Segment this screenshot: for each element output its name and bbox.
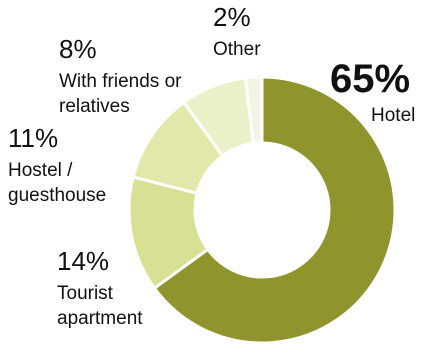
slice-hotel	[152, 75, 397, 345]
category-label-line: Tourist	[57, 283, 113, 304]
category-label-line: Hotel	[371, 105, 416, 126]
category-label-line: With friends or	[59, 71, 182, 92]
category-label-line: Hostel /	[8, 160, 73, 181]
value-label-with-friends-or-relatives: 8%	[59, 34, 97, 64]
category-label-line: guesthouse	[8, 185, 107, 206]
value-label-tourist-apartment: 14%	[57, 246, 110, 276]
category-label-with-friends-or-relatives: With friends or relatives	[59, 69, 181, 119]
category-label-tourist-apartment: Tourist apartment	[57, 281, 143, 331]
category-label-hostel-guesthouse: Hostel / guesthouse	[8, 158, 106, 208]
category-label-line: relatives	[59, 96, 130, 117]
value-label-hotel: 65%	[330, 57, 411, 101]
slice-other	[243, 75, 264, 146]
category-label-other: Other	[213, 37, 261, 62]
category-label-line: Other	[213, 39, 261, 60]
category-label-hotel: Hotel	[371, 103, 415, 128]
value-label-hostel-guesthouse: 11%	[8, 123, 59, 153]
value-label-other: 2%	[213, 2, 251, 32]
category-label-line: apartment	[57, 308, 143, 329]
